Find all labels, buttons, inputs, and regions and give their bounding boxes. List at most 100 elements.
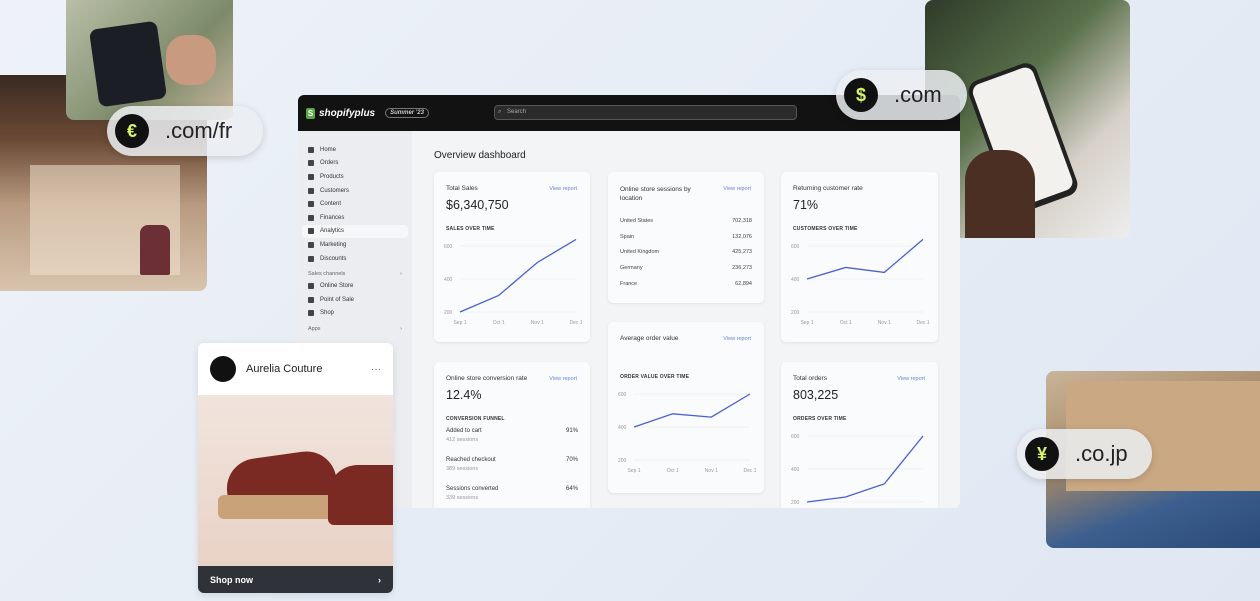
sidebar-item-label: Point of Sale (320, 296, 355, 303)
store-name: Aurelia Couture (246, 363, 323, 375)
apps-header[interactable]: Apps › (302, 320, 408, 334)
sidebar-item-customers[interactable]: Customers (302, 184, 408, 198)
series-line (633, 393, 751, 428)
search-icon: ⌕ (498, 109, 502, 115)
page-title: Overview dashboard (434, 150, 526, 161)
session-count: 62,894 (735, 280, 752, 287)
search-input[interactable]: ⌕ Search (494, 105, 797, 120)
sidebar-item-content[interactable]: Content (302, 197, 408, 211)
chart-label: ORDERS OVER TIME (793, 416, 847, 422)
session-count: 425,273 (732, 249, 752, 256)
domain-label: .com/fr (165, 118, 233, 143)
y-tick-label: 200 (791, 500, 800, 506)
orders-icon (308, 160, 314, 167)
step-percent: 64% (565, 486, 578, 492)
session-count: 132,076 (732, 233, 752, 240)
sidebar-item-analytics[interactable]: Analytics (302, 224, 408, 239)
chart-label: SALES OVER TIME (446, 226, 495, 232)
sessions-by-location-card: Online store sessions by location View r… (608, 172, 764, 303)
view-report-link[interactable]: View report (549, 186, 577, 192)
card-title: Returning customer rate (793, 185, 863, 192)
shop-now-label: Shop now (210, 574, 253, 585)
card-title: Online store conversion rate (446, 375, 528, 382)
x-tick-label: Dec 1 (569, 320, 582, 326)
shop-now-button[interactable]: Shop now › (198, 566, 393, 593)
series-line (806, 238, 924, 280)
country: Germany (620, 265, 643, 272)
sidebar-item-marketing[interactable]: Marketing (302, 238, 408, 252)
series-line (806, 435, 924, 503)
channel-icon (308, 310, 314, 317)
chart-label: ORDER VALUE OVER TIME (620, 374, 690, 380)
series-line (459, 238, 577, 313)
sidebar-item-label: Marketing (320, 241, 347, 248)
products-icon (308, 173, 314, 180)
x-tick-label: Dec 1 (743, 468, 756, 474)
view-report-link[interactable]: View report (897, 376, 925, 382)
sidebar-item-label: Products (320, 173, 344, 180)
shopping-bag-icon: S (306, 107, 315, 119)
y-tick-label: 200 (618, 458, 627, 464)
x-tick-label: Oct 1 (840, 320, 852, 326)
x-tick-label: Dec 1 (916, 320, 929, 326)
funnel-label: CONVERSION FUNNEL (446, 416, 505, 422)
sidebar-item-label: Analytics (320, 228, 345, 235)
domain-label: .co.jp (1075, 441, 1128, 466)
x-tick-label: Nov 1 (705, 468, 718, 474)
view-report-link[interactable]: View report (723, 186, 751, 192)
step-sessions: 412 sessions (446, 437, 479, 443)
funnel-step: Reached checkout 70% 389 sessions (446, 457, 578, 486)
sidebar-item-label: Discounts (320, 255, 347, 262)
customers-icon (308, 187, 314, 194)
card-title: Average order value (620, 335, 679, 342)
x-tick-label: Sep 1 (627, 468, 640, 474)
sidebar-channel-online-store[interactable]: Online Store (302, 279, 408, 293)
domain-label: .com (894, 82, 942, 107)
step-percent: 70% (565, 457, 578, 463)
card-payment-photo (66, 0, 233, 120)
sidebar-item-discounts[interactable]: Discounts (302, 252, 408, 266)
apps-label: Apps (308, 326, 321, 333)
more-menu-icon[interactable]: ··· (371, 363, 381, 375)
sidebar-item-orders[interactable]: Orders (302, 157, 408, 171)
step-percent: 91% (565, 428, 578, 434)
currency-pill-yen: ¥ .co.jp (1017, 429, 1152, 479)
view-report-link[interactable]: View report (723, 336, 751, 342)
step-label: Added to cart (446, 428, 482, 434)
product-card: Aurelia Couture ··· Shop now › (198, 343, 393, 593)
y-tick-label: 200 (444, 310, 453, 316)
chart-label: CUSTOMERS OVER TIME (793, 226, 858, 232)
finances-icon (308, 214, 314, 221)
returning-rate-value: 71% (793, 198, 819, 212)
session-count: 236,273 (732, 265, 752, 272)
total-sales-card: Total Sales View report $6,340,750 SALES… (434, 172, 590, 342)
y-tick-label: 400 (791, 467, 800, 473)
sidebar-item-label: Customers (320, 187, 350, 194)
sales-channels-label: Sales channels (308, 271, 346, 278)
chevron-right-icon: › (378, 574, 381, 585)
step-sessions: 339 sessions (446, 495, 479, 501)
edition-badge: Summer '23 (385, 108, 429, 118)
sidebar-item-products[interactable]: Products (302, 170, 408, 184)
sidebar-item-finances[interactable]: Finances (302, 211, 408, 225)
country: France (620, 280, 638, 287)
sidebar-channel-shop[interactable]: Shop (302, 307, 408, 321)
dollar-icon: $ (844, 78, 878, 112)
y-tick-label: 600 (791, 244, 800, 250)
location-row: United States 702,318 (620, 218, 752, 234)
search-placeholder: Search (507, 109, 527, 115)
brand-name: shopifyplus (319, 107, 376, 119)
yen-icon: ¥ (1025, 437, 1059, 471)
sales-channels-header[interactable]: Sales channels › (302, 265, 408, 279)
y-tick-label: 200 (791, 310, 800, 316)
sidebar-channel-point-of-sale[interactable]: Point of Sale (302, 293, 408, 307)
returning-customer-card: Returning customer rate 71% CUSTOMERS OV… (781, 172, 938, 342)
view-report-link[interactable]: View report (549, 376, 577, 382)
step-sessions: 389 sessions (446, 466, 479, 472)
home-icon (308, 146, 314, 153)
sidebar-item-home[interactable]: Home (302, 143, 408, 157)
session-count: 702,318 (732, 218, 752, 224)
x-tick-label: Oct 1 (493, 320, 505, 326)
